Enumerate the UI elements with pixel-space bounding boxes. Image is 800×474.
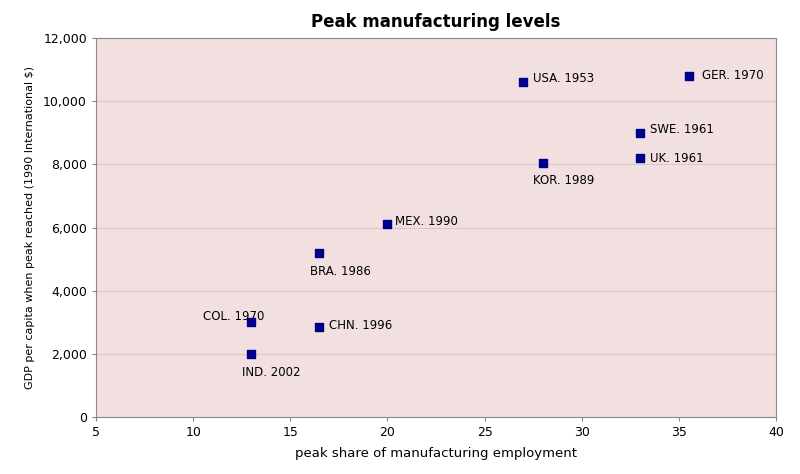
Text: KOR. 1989: KOR. 1989 <box>533 173 594 187</box>
Text: GER. 1970: GER. 1970 <box>702 69 764 82</box>
Text: SWE. 1961: SWE. 1961 <box>650 123 714 136</box>
Point <box>634 154 646 162</box>
Text: BRA. 1986: BRA. 1986 <box>310 265 370 278</box>
Point <box>381 220 394 228</box>
Point <box>245 350 258 358</box>
Point <box>682 72 695 80</box>
Text: USA. 1953: USA. 1953 <box>533 73 594 85</box>
Text: MEX. 1990: MEX. 1990 <box>395 215 458 228</box>
Text: CHN. 1996: CHN. 1996 <box>329 319 392 332</box>
Y-axis label: GDP per capita when peak reached (1990 International $): GDP per capita when peak reached (1990 I… <box>25 66 34 389</box>
Text: IND. 2002: IND. 2002 <box>242 366 300 379</box>
Point <box>313 323 326 331</box>
Point <box>245 319 258 326</box>
Point <box>313 249 326 256</box>
Text: UK. 1961: UK. 1961 <box>650 152 703 164</box>
Point <box>537 159 550 166</box>
Point <box>634 129 646 137</box>
Title: Peak manufacturing levels: Peak manufacturing levels <box>311 13 561 31</box>
Point <box>517 78 530 86</box>
X-axis label: peak share of manufacturing employment: peak share of manufacturing employment <box>295 447 577 460</box>
Text: COL. 1970: COL. 1970 <box>203 310 264 322</box>
